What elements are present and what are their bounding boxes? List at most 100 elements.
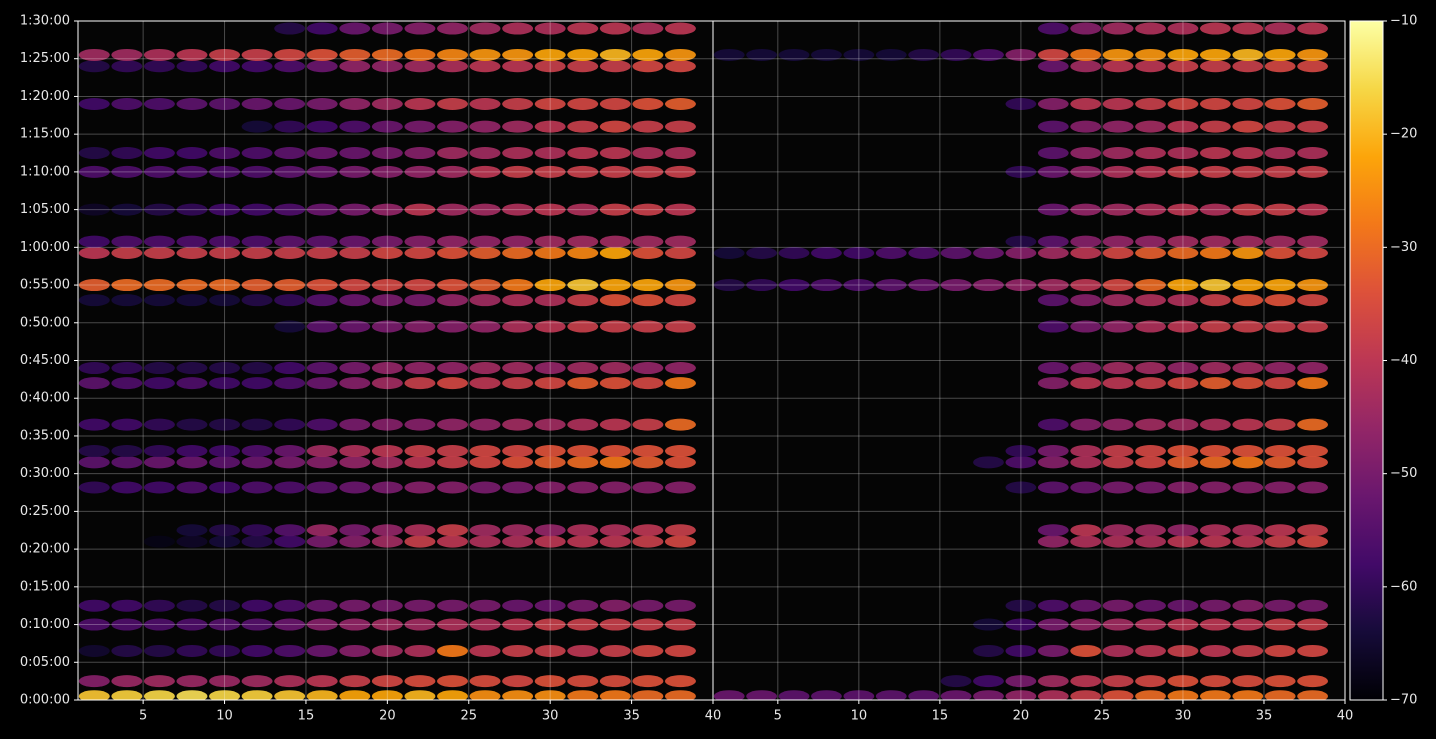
heat-cell — [371, 279, 403, 292]
x-tick-label: 20 — [379, 709, 396, 724]
heat-cell — [632, 377, 664, 390]
heat-cell — [1199, 599, 1231, 612]
heat-cell — [241, 599, 273, 612]
heat-cell — [1070, 235, 1102, 248]
heat-cell — [176, 644, 208, 657]
x-tick-label: 35 — [1256, 709, 1273, 724]
heat-cell — [1167, 377, 1199, 390]
heat-cell — [534, 445, 566, 458]
heat-cell — [1070, 120, 1102, 133]
heat-cell — [632, 147, 664, 160]
heat-cell — [599, 246, 631, 259]
heat-cell — [111, 599, 143, 612]
heat-cell — [437, 618, 468, 631]
heat-cell — [1297, 524, 1328, 537]
heat-cell — [632, 535, 664, 548]
heat-cell — [567, 22, 599, 35]
heat-cell — [339, 203, 371, 216]
heat-cell — [274, 294, 306, 307]
heat-cell — [1070, 377, 1102, 390]
heat-cell — [306, 524, 338, 537]
heat-cell — [502, 165, 534, 178]
heat-cell — [469, 165, 501, 178]
plot-background — [78, 21, 713, 700]
heat-cell — [1070, 618, 1102, 631]
heat-cell — [567, 524, 599, 537]
heat-cell — [1102, 294, 1134, 307]
heat-cell — [1232, 362, 1264, 375]
heat-cell — [209, 675, 241, 688]
heat-cell — [469, 675, 501, 688]
heat-cell — [241, 147, 273, 160]
heat-cell — [1070, 599, 1102, 612]
x-tick-label: 15 — [932, 709, 949, 724]
heat-cell — [1199, 320, 1231, 333]
heat-cell — [1297, 22, 1328, 35]
heat-cell — [1297, 362, 1328, 375]
heat-cell — [1264, 48, 1296, 61]
heat-cell — [664, 618, 696, 631]
heat-cell — [502, 644, 534, 657]
heat-cell — [1167, 524, 1199, 537]
heat-cell — [209, 524, 241, 537]
heat-cell — [437, 235, 468, 248]
heat-cell — [567, 60, 599, 73]
heat-cell — [404, 456, 436, 469]
heat-cell — [339, 377, 371, 390]
heat-cell — [274, 644, 306, 657]
heat-cell — [241, 377, 273, 390]
heat-cell — [502, 48, 534, 61]
heat-cell — [632, 60, 664, 73]
heat-cell — [502, 481, 534, 494]
heat-cell — [1264, 235, 1296, 248]
heat-cell — [534, 535, 566, 548]
heat-cell — [306, 644, 338, 657]
heat-cell — [78, 60, 110, 73]
heat-cell — [1199, 456, 1231, 469]
heat-cell — [241, 644, 273, 657]
heat-cell — [176, 377, 208, 390]
heat-cell — [1070, 294, 1102, 307]
y-tick-label: 0:40:00 — [20, 391, 70, 406]
heat-cell — [1005, 644, 1037, 657]
heat-cell — [78, 294, 110, 307]
heat-cell — [534, 22, 566, 35]
heat-cell — [534, 203, 566, 216]
heat-cell — [502, 599, 534, 612]
colorbar-tick-label: −20 — [1390, 127, 1417, 142]
heat-cell — [1232, 294, 1264, 307]
heat-cell — [973, 48, 1004, 61]
heat-cell — [664, 362, 696, 375]
heat-cell — [567, 48, 599, 61]
heat-cell — [1232, 203, 1264, 216]
heat-cell — [1037, 246, 1069, 259]
heat-cell — [437, 165, 468, 178]
heat-cell — [306, 165, 338, 178]
heat-cell — [1167, 235, 1199, 248]
heat-cell — [111, 481, 143, 494]
heat-cell — [1297, 97, 1328, 110]
heat-cell — [1167, 618, 1199, 631]
heat-cell — [339, 235, 371, 248]
heat-cell — [1102, 60, 1134, 73]
y-tick-label: 0:30:00 — [20, 466, 70, 481]
heat-cell — [241, 524, 273, 537]
heat-cell — [339, 535, 371, 548]
heat-cell — [111, 377, 143, 390]
heat-cell — [664, 644, 696, 657]
heat-cell — [1167, 60, 1199, 73]
heat-cell — [534, 147, 566, 160]
heat-cell — [664, 246, 696, 259]
heat-cell — [567, 120, 599, 133]
heat-cell — [274, 690, 306, 700]
heat-cell — [176, 294, 208, 307]
heat-cell — [306, 481, 338, 494]
heat-cell — [306, 203, 338, 216]
heat-cell — [306, 48, 338, 61]
heat-cell — [502, 618, 534, 631]
heat-cell — [1264, 97, 1296, 110]
heat-cell — [1135, 120, 1166, 133]
heat-cell — [1199, 246, 1231, 259]
heat-cell — [1102, 690, 1134, 700]
heat-cell — [143, 235, 175, 248]
